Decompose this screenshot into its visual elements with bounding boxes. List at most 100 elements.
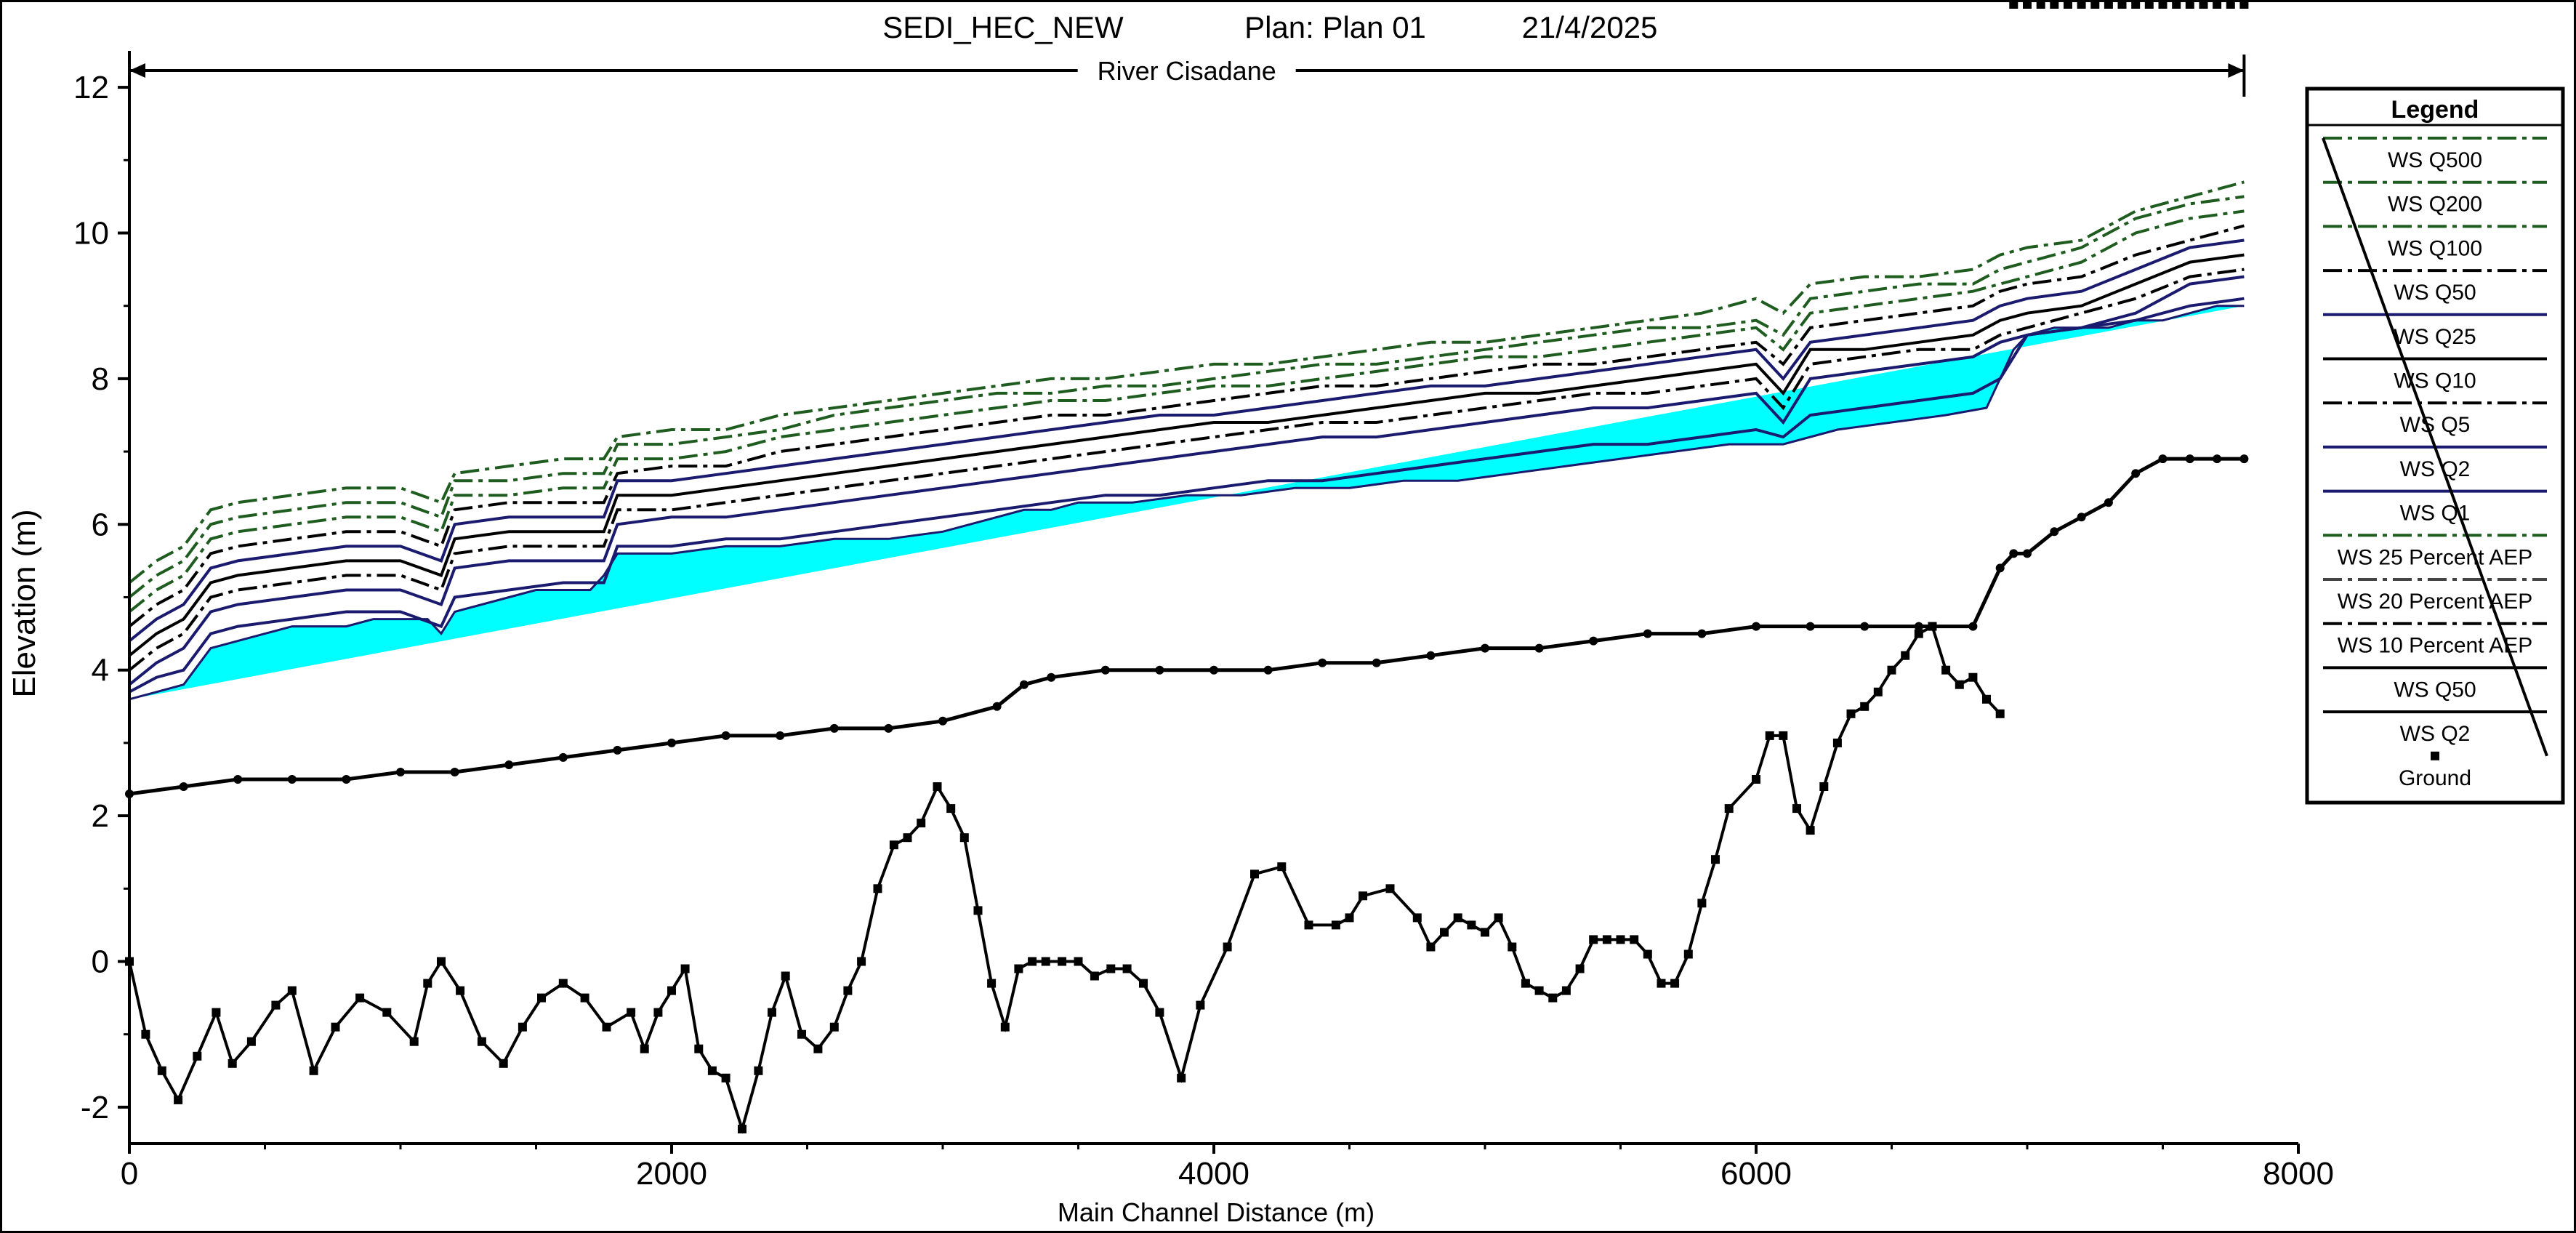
ground-point [1412,913,1422,923]
ground-point [797,1029,806,1039]
ground-point [193,1051,202,1061]
ground-point [1779,731,1788,740]
ground-trend-point [1534,643,1544,653]
ground-point [2050,0,2059,9]
ground-trend-point [1047,672,1056,682]
plot-area [125,0,2249,1134]
ground-point [1277,862,1287,872]
ground-point [1697,899,1707,908]
ground-point [2104,0,2113,9]
ground-trend-point [884,723,893,733]
ground-point [1616,935,1625,944]
ground-point [987,979,997,988]
legend: Legend WS Q500 WS Q200 WS Q100 WS Q50 WS Q25… [2305,87,2565,805]
ground-point [2226,0,2235,9]
ground-trend-point [2077,513,2086,522]
ground-point [1683,949,1693,959]
ground-point [781,971,790,981]
ground-point [558,979,568,988]
y-tick-label: 4 [92,653,109,688]
ground-trend-point [1995,563,2005,573]
ground-point [1058,957,1067,966]
ground-trend-point [2009,549,2018,558]
ground-point [1521,979,1530,988]
ground-point [917,819,926,828]
legend-entries: WS Q500 WS Q200 WS Q100 WS Q50 WS Q25 WS Q10 W… [2322,137,2548,790]
x-tick-label: 2000 [636,1156,707,1192]
ground-trend-point [992,702,1002,711]
ground-point [2064,0,2072,9]
ws-line-3 [128,224,2245,628]
y-tick-label: 0 [92,944,109,980]
ground-point [1711,855,1720,864]
ground-point [1995,709,2005,718]
ground-point [1090,971,1099,981]
ground-point [1494,913,1503,923]
legend-label: WS Q25 [2394,325,2476,349]
ground-point [1670,979,1680,988]
ground-point [1819,782,1829,791]
ground-point [2077,0,2086,9]
reach-label: River Cisadane [1098,56,1276,86]
ground-trend-point [342,775,351,784]
ground-point [2213,0,2222,9]
ground-point [1561,986,1571,995]
ground-point [2131,0,2141,9]
ground-point [1846,709,1856,718]
ground-point [946,804,956,814]
ground-point [1928,622,1937,631]
ground-point [1041,957,1050,966]
ground-point [1765,731,1774,740]
ground-trend-point [1914,622,1923,631]
ground-point [2090,0,2100,9]
ground-trend-point [2158,454,2168,464]
legend-label: WS Q10 [2394,369,2476,393]
ground-point [1630,935,1639,944]
ground-point [1860,702,1869,711]
ground-point [1982,694,1991,704]
y-axis-ticks: -2 0 2 4 6 8 10 12 [73,70,129,1125]
ground-point [2158,0,2168,9]
ground-trend-point [450,768,459,776]
ground-point [768,1008,776,1017]
legend-label: WS Q500 [2388,148,2482,172]
ground-trend-point [776,731,785,740]
legend-swatch [2322,137,2548,757]
x-axis-ticks: 0 2000 4000 6000 8000 [121,1144,2334,1192]
ground-trend-point [396,768,405,776]
ground-point [1534,986,1544,995]
ground-point [694,1044,704,1053]
reach-arrow-right [2228,63,2245,78]
ground-trend-point [1860,622,1869,631]
ground-trend-point [938,716,947,726]
ground-point [2023,0,2032,9]
ground-trend-point [2185,454,2194,464]
ground-point [1155,1008,1164,1017]
ground-point [1481,928,1489,937]
ground-point [1139,979,1148,988]
reach-span: River Cisadane [128,55,2246,97]
ground-point [212,1008,221,1017]
ground-point [1467,920,1476,930]
ground-point [409,1037,419,1046]
ground-point [1887,665,1896,675]
ground-point [1724,804,1734,814]
ground-point [1014,964,1023,973]
water-fill-layer [129,305,2245,699]
ground-point [141,1029,150,1039]
ground-point [738,1125,746,1133]
ground-point [1968,672,1978,682]
ground-point [2036,0,2045,9]
ground-point [1177,1073,1186,1083]
ground-point [2009,0,2018,9]
ground-point [813,1044,823,1053]
ground-point [1250,869,1259,879]
y-tick-label: -2 [81,1090,109,1125]
ws-main-line [129,305,2245,701]
ground-trend-point [233,775,243,784]
ground-trend-point [558,752,568,762]
ground-point [1345,913,1354,923]
ground-point [889,840,898,850]
ground-trend-point [287,775,297,784]
y-tick-label: 2 [92,798,109,834]
